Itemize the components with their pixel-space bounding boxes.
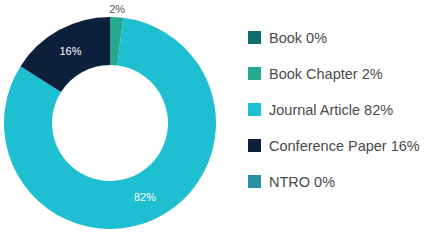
legend-entry: Conference Paper16%	[269, 138, 420, 154]
legend-label: NTRO	[269, 174, 310, 190]
slices	[4, 17, 216, 229]
data-label: 2%	[109, 3, 125, 15]
legend-label: Book Chapter	[269, 66, 358, 82]
slice	[21, 17, 110, 92]
data-label: 16%	[59, 45, 81, 57]
legend-value: 0%	[314, 174, 335, 190]
chart: 2%82%16%Book0%Book Chapter2%Journal Arti…	[0, 0, 443, 246]
legend-entry: NTRO0%	[269, 174, 335, 190]
legend-entry: Journal Article82%	[269, 102, 393, 118]
legend-swatch	[248, 67, 261, 80]
legend-swatch	[248, 139, 261, 152]
data-labels: 2% 82% 16%	[59, 3, 156, 203]
legend-value: 82%	[364, 102, 393, 118]
legend-entry: Book0%	[269, 30, 327, 46]
legend-label: Conference Paper	[269, 138, 387, 154]
slice	[4, 18, 216, 229]
data-label: 82%	[134, 191, 156, 203]
legend-swatch	[248, 175, 261, 188]
legend-value: 2%	[362, 66, 383, 82]
legend-swatch	[248, 103, 261, 116]
legend-value: 0%	[306, 30, 327, 46]
legend-label: Journal Article	[269, 102, 360, 118]
legend: Book0%Book Chapter2%Journal Article82%Co…	[248, 30, 420, 190]
legend-entry: Book Chapter2%	[269, 66, 383, 82]
legend-value: 16%	[391, 138, 420, 154]
legend-swatch	[248, 31, 261, 44]
slice	[110, 17, 111, 65]
legend-label: Book	[269, 30, 303, 46]
